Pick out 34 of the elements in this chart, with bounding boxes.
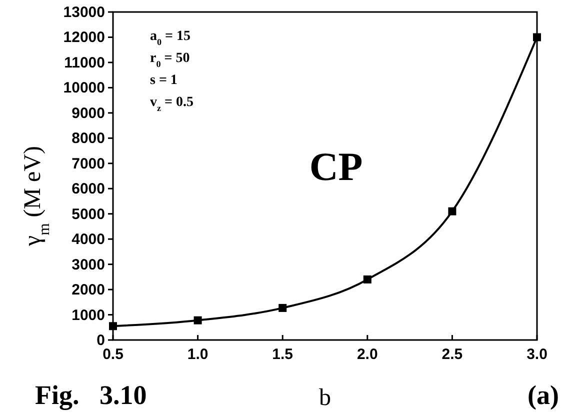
caption: Fig. 3.10 (35, 380, 147, 410)
point (448, 207, 456, 216)
annotation: a$_{0}$ = 15 (150, 29, 191, 47)
y-tick-label: 0 (96, 332, 105, 349)
y-tick-label: 10000 (63, 80, 105, 97)
text: (a) (528, 380, 559, 410)
point (363, 275, 372, 284)
annotation: v$_{z}$ = 0.5 (150, 95, 194, 113)
y-tick-label: 7000 (72, 155, 105, 172)
point (194, 316, 202, 324)
x-tick-label: 1.0 (187, 346, 208, 363)
x-tick-label: 2.0 (356, 346, 378, 363)
y-tick-label: 3000 (72, 256, 105, 274)
point (533, 33, 541, 42)
x-axis-title: b (319, 385, 331, 411)
y-tick-label: 9000 (72, 104, 105, 122)
y-tick-label: 13000 (63, 4, 105, 21)
y-tick-label: 2000 (72, 282, 105, 299)
y-tick-label: 12000 (63, 29, 105, 46)
x-tick-label: 1.5 (272, 346, 294, 363)
annotation: r$_{0}$ = 50 (150, 51, 190, 69)
annotation: s = 1 (150, 73, 178, 88)
y-tick-label: 4000 (72, 231, 105, 248)
x-tick-label: 3.0 (526, 346, 548, 363)
y-tick-label: 1000 (72, 306, 105, 324)
point (278, 304, 287, 312)
x-tick-label: 0.5 (102, 346, 124, 363)
annotation: CP (309, 144, 363, 189)
y-tick-label: 8000 (72, 130, 105, 148)
x-tick-label: 2.5 (442, 346, 463, 363)
y-tick-label: 11000 (64, 54, 105, 72)
y-tick-label: 5000 (72, 206, 105, 223)
y-tick-label: 6000 (72, 180, 105, 198)
point (109, 322, 117, 330)
